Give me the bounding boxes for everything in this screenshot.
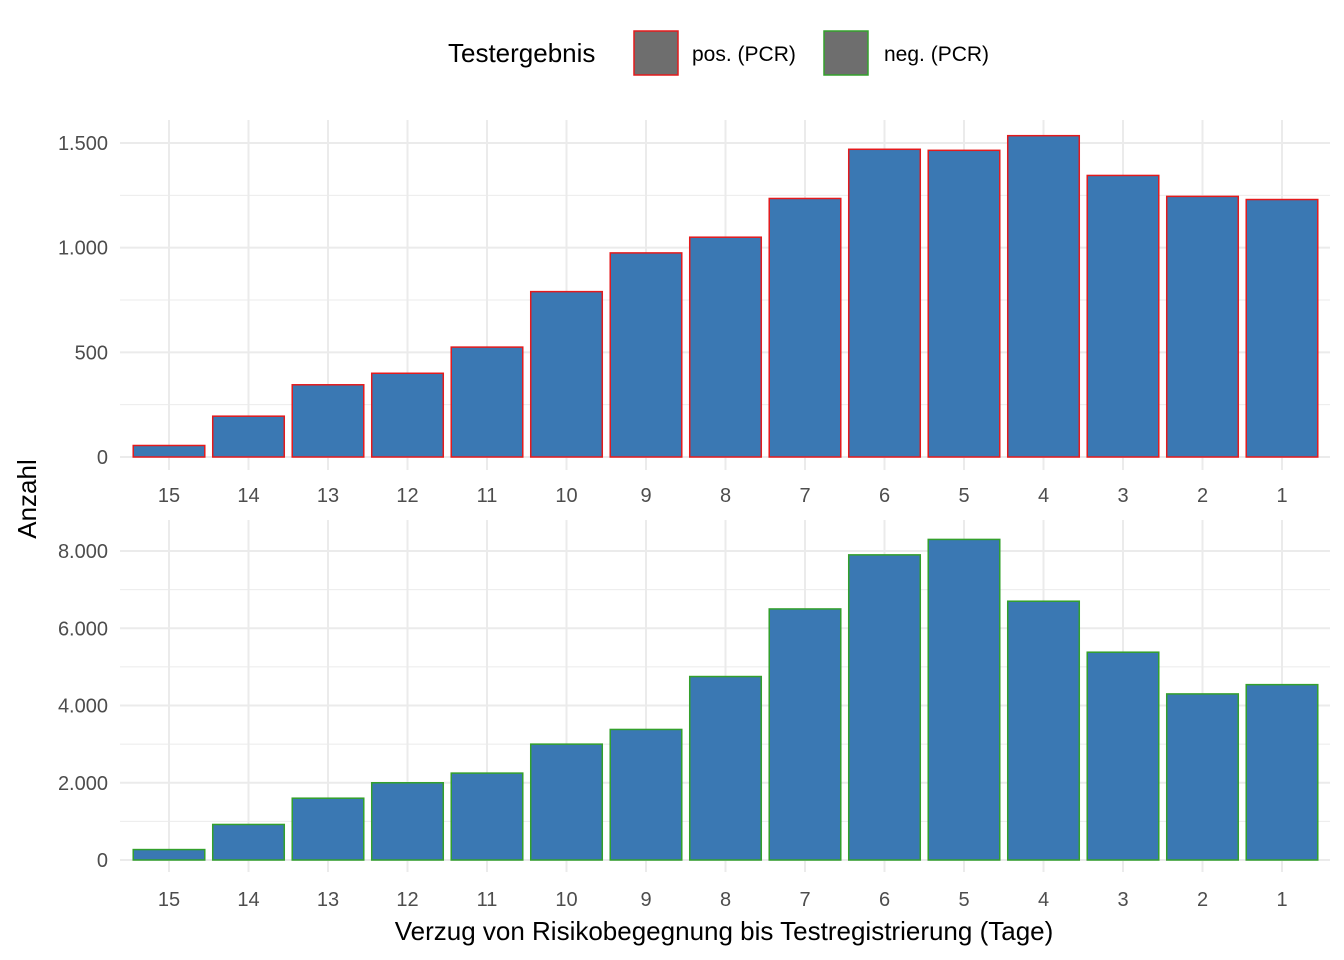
legend-key-pos [633, 30, 679, 76]
bar-15 [132, 444, 206, 458]
bar-8 [688, 675, 763, 861]
bar-3 [1086, 651, 1160, 861]
x-tick-label: 7 [799, 485, 810, 507]
x-tick-label: 9 [640, 485, 651, 507]
y-axis-title: Anzahl [12, 459, 42, 539]
x-axis-title: Verzug von Risikobegegnung bis Testregis… [395, 916, 1054, 946]
bar-11 [450, 772, 524, 861]
x-tick-label: 2 [1197, 485, 1208, 507]
bar-7 [768, 608, 842, 861]
y-tick-label: 500 [75, 342, 108, 364]
x-tick-label: 11 [477, 485, 498, 507]
x-tick-label: 15 [158, 485, 180, 507]
bar-6 [847, 554, 922, 861]
x-tick-label: 5 [958, 485, 969, 507]
bar-4 [1006, 134, 1081, 458]
x-tick-label: 4 [1038, 889, 1049, 911]
x-tick-label: 15 [158, 889, 180, 911]
legend-key-neg [823, 30, 869, 76]
bar-10 [529, 743, 604, 861]
bar-14 [211, 823, 286, 861]
legend: Testergebnis pos. (PCR) neg. (PCR) [448, 30, 989, 76]
x-tick-label: 13 [317, 485, 339, 507]
y-tick-label: 4.000 [58, 696, 108, 718]
bar-14 [211, 415, 286, 458]
bar-12 [370, 782, 445, 861]
bar-7 [768, 197, 842, 458]
y-tick-label: 1.500 [58, 133, 108, 155]
y-tick-label: 1.000 [58, 238, 108, 260]
legend-label-pos: pos. (PCR) [692, 43, 796, 66]
x-tick-label: 6 [879, 889, 890, 911]
legend-title: Testergebnis [448, 38, 595, 68]
bar-2 [1165, 693, 1240, 861]
y-tick-label: 2.000 [58, 773, 108, 795]
y-tick-label: 6.000 [58, 618, 108, 640]
x-tick-label: 8 [720, 485, 731, 507]
bar-1 [1245, 683, 1319, 861]
bar-11 [450, 346, 524, 458]
bar-15 [132, 848, 206, 861]
x-tick-label: 12 [396, 889, 418, 911]
x-tick-label: 3 [1117, 485, 1128, 507]
bar-13 [291, 384, 365, 458]
x-tick-label: 4 [1038, 485, 1049, 507]
y-tick-label: 0 [97, 447, 108, 469]
bar-5 [927, 149, 1001, 458]
x-tick-label: 5 [958, 889, 969, 911]
x-tick-label: 12 [396, 485, 418, 507]
bar-9 [609, 252, 683, 458]
x-tick-label: 14 [237, 485, 259, 507]
bar-1 [1245, 198, 1319, 458]
x-tick-label: 11 [477, 889, 498, 911]
bar-2 [1165, 195, 1240, 458]
panel-positive: 0 500 1.000 1.500 15 14 13 12 11 10 9 8 7 6 5 4 3 2 1 [58, 120, 1330, 507]
x-tick-label: 8 [720, 889, 731, 911]
bar-5 [927, 538, 1001, 861]
bar-6 [847, 148, 922, 458]
x-tick-label: 1 [1276, 485, 1287, 507]
x-tick-label: 9 [640, 889, 651, 911]
x-tick-label: 13 [317, 889, 339, 911]
bar-3 [1086, 174, 1160, 458]
x-tick-label: 10 [555, 889, 577, 911]
y-tick-label: 8.000 [58, 541, 108, 563]
bar-12 [370, 372, 445, 458]
x-tick-label: 7 [799, 889, 810, 911]
bar-9 [609, 728, 683, 861]
x-tick-label: 2 [1197, 889, 1208, 911]
x-tick-label: 1 [1276, 889, 1287, 911]
bar-4 [1006, 600, 1081, 861]
x-tick-label: 10 [555, 485, 577, 507]
x-tick-label: 3 [1117, 889, 1128, 911]
bar-8 [688, 236, 763, 458]
bar-13 [291, 797, 365, 861]
bar-10 [529, 290, 604, 458]
x-tick-label: 6 [879, 485, 890, 507]
legend-label-neg: neg. (PCR) [884, 43, 989, 66]
x-tick-label: 14 [237, 889, 259, 911]
y-tick-label: 0 [97, 850, 108, 872]
